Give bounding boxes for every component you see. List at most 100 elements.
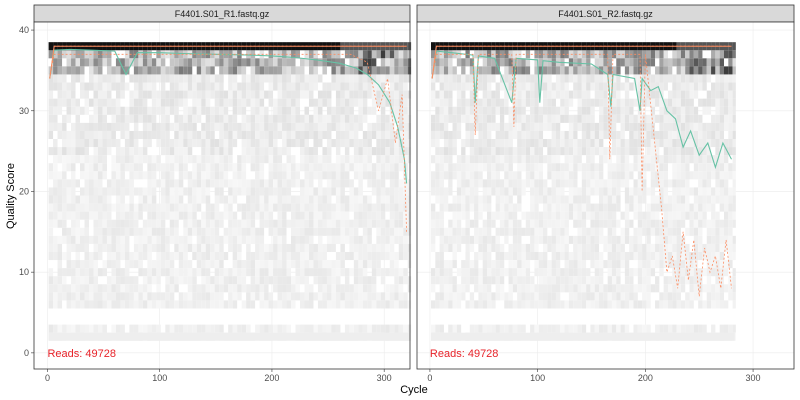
heatmap-tile: [530, 211, 535, 220]
heatmap-tile: [538, 268, 544, 277]
heatmap-tile: [504, 66, 509, 75]
heatmap-tile: [147, 90, 152, 99]
heatmap-tile: [508, 211, 513, 220]
heatmap-tile: [308, 187, 314, 196]
heatmap-tile: [102, 58, 107, 67]
heatmap-tile: [344, 122, 350, 131]
heatmap-tile: [431, 300, 436, 309]
heatmap-tile: [469, 219, 475, 228]
heatmap-tile: [487, 98, 492, 107]
heatmap-tile: [147, 276, 152, 285]
heatmap-tile: [187, 106, 193, 115]
heatmap-tile: [491, 114, 496, 123]
heatmap-tile: [335, 122, 341, 131]
heatmap-tile: [719, 251, 724, 261]
heatmap-tile: [219, 171, 224, 180]
heatmap-tile: [205, 251, 211, 261]
heatmap-tile: [102, 243, 107, 252]
heatmap-tile: [169, 324, 175, 333]
heatmap-tile: [228, 163, 233, 172]
heatmap-tile: [84, 171, 89, 180]
heatmap-tile: [192, 251, 197, 261]
heatmap-tile: [659, 260, 664, 269]
heatmap-tile: [620, 130, 625, 140]
heatmap-tile: [169, 122, 175, 131]
heatmap-tile: [728, 106, 733, 115]
heatmap-tile: [465, 171, 470, 180]
heatmap-tile: [196, 227, 202, 236]
heatmap-tile: [403, 122, 408, 131]
heatmap-tile: [286, 74, 292, 83]
heatmap-tile: [48, 332, 411, 341]
heatmap-tile: [138, 292, 143, 301]
heatmap-tile: [371, 106, 377, 115]
heatmap-tile: [228, 284, 233, 293]
heatmap-tile: [478, 139, 483, 148]
heatmap-tile: [394, 219, 399, 228]
heatmap-tile: [147, 82, 152, 91]
heatmap-tile: [732, 147, 736, 156]
heatmap-tile: [407, 147, 412, 156]
heatmap-tile: [376, 50, 381, 59]
heatmap-tile: [165, 139, 170, 148]
heatmap-tile: [84, 58, 89, 67]
heatmap-tile: [97, 50, 103, 59]
heatmap-tile: [259, 98, 265, 107]
heatmap-tile: [443, 163, 449, 172]
heatmap-tile: [517, 243, 522, 252]
heatmap-tile: [719, 139, 724, 148]
heatmap-tile: [389, 171, 395, 180]
heatmap-tile: [178, 243, 184, 252]
heatmap-tile: [358, 195, 363, 204]
heatmap-tile: [603, 300, 608, 309]
heatmap-tile: [435, 211, 440, 220]
heatmap-tile: [205, 147, 211, 156]
heatmap-tile: [439, 260, 444, 269]
heatmap-tile: [689, 324, 694, 333]
heatmap-tile: [237, 235, 242, 244]
heatmap-tile: [642, 300, 647, 309]
heatmap-tile: [394, 155, 399, 164]
heatmap-tile: [667, 130, 673, 140]
heatmap-tile: [461, 147, 466, 156]
heatmap-tile: [581, 66, 587, 75]
heatmap-tile: [151, 260, 157, 269]
heatmap-tile: [680, 219, 686, 228]
heatmap-tile: [124, 243, 130, 252]
heatmap-tile: [106, 243, 112, 252]
heatmap-tile: [732, 66, 736, 75]
heatmap-tile: [508, 155, 513, 164]
heatmap-tile: [344, 139, 350, 148]
heatmap-tile: [620, 300, 625, 309]
heatmap-tile: [443, 260, 449, 269]
heatmap-tile: [237, 179, 242, 188]
heatmap-tile: [169, 66, 175, 75]
heatmap-tile: [407, 58, 412, 67]
heatmap-tile: [250, 90, 256, 99]
heatmap-tile: [680, 195, 686, 204]
heatmap-tile: [448, 155, 453, 164]
heatmap-tile: [655, 155, 660, 164]
heatmap-tile: [491, 66, 496, 75]
heatmap-tile: [228, 122, 233, 131]
heatmap-tile: [277, 219, 283, 228]
heatmap-tile: [586, 235, 591, 244]
heatmap-tile: [57, 66, 63, 75]
heatmap-tile: [183, 187, 188, 196]
heatmap-tile: [642, 179, 647, 188]
heatmap-tile: [358, 235, 363, 244]
heatmap-tile: [551, 98, 556, 107]
heatmap-tile: [431, 58, 436, 67]
heatmap-tile: [286, 171, 292, 180]
heatmap-tile: [340, 82, 345, 91]
heatmap-tile: [538, 114, 544, 123]
heatmap-tile: [431, 82, 436, 91]
heatmap-tile: [156, 260, 161, 269]
heatmap-tile: [62, 251, 67, 261]
heatmap-tile: [594, 251, 600, 261]
heatmap-tile: [633, 147, 638, 156]
heatmap-tile: [685, 260, 690, 269]
heatmap-tile: [282, 74, 287, 83]
heatmap-tile: [469, 147, 475, 156]
heatmap-tile: [573, 179, 578, 188]
